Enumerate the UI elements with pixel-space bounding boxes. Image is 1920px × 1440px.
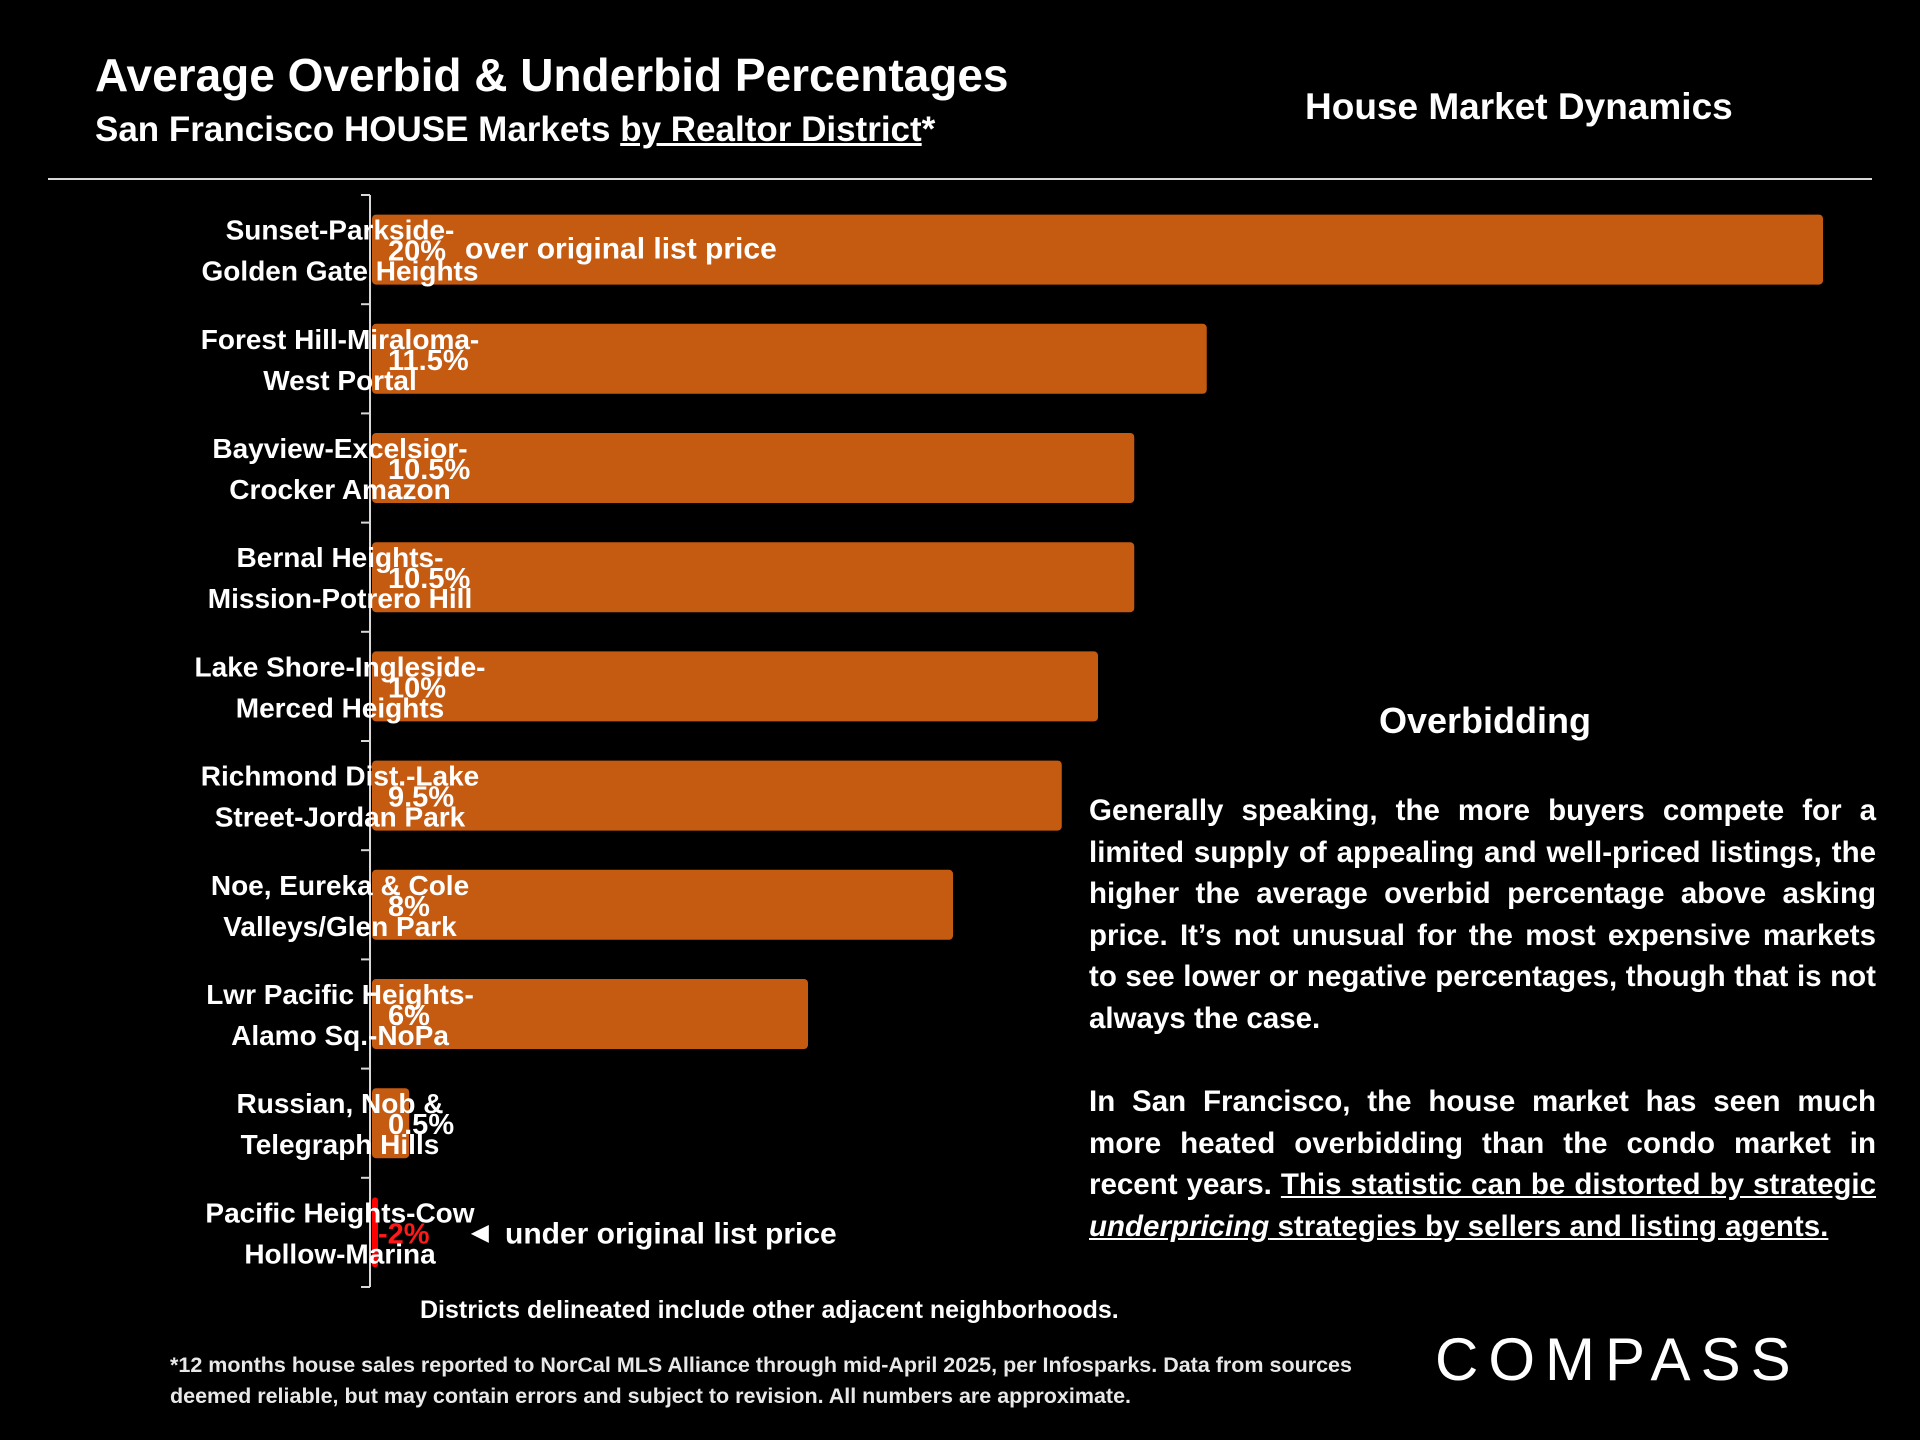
category-label: Alamo Sq.-NoPa: [231, 1020, 449, 1051]
bar: [372, 1088, 410, 1159]
data-label: 11.5%: [388, 345, 469, 377]
subtitle-suffix: *: [921, 110, 936, 149]
category-label: Golden Gate Heights: [202, 256, 479, 287]
panel-underlined-part-2: strategies by sellers and listing agents…: [1269, 1209, 1829, 1243]
data-label: 10.5%: [388, 454, 470, 486]
panel-text: Generally speaking, the more buyers comp…: [1089, 790, 1876, 1289]
bar: [372, 979, 808, 1049]
category-label: Bayview-Excelsior-: [212, 433, 467, 464]
data-label: 9.5%: [388, 782, 454, 814]
category-label: Lwr Pacific Heights-: [206, 979, 474, 1010]
category-label: Forest Hill-Miraloma-: [201, 324, 479, 355]
section-heading: House Market Dynamics: [1305, 86, 1733, 127]
panel-paragraph-2-underlined: This statistic can be distorted by strat…: [1089, 1168, 1876, 1243]
panel-paragraph-2: In San Francisco, the house market has s…: [1089, 1081, 1876, 1247]
compass-logo: COMPASS: [1435, 1326, 1801, 1393]
category-label: Sunset-Parkside-: [226, 215, 455, 246]
data-label: 20%: [388, 236, 446, 268]
panel-paragraph-2-plain: In San Francisco, the house market has s…: [1089, 1085, 1876, 1201]
category-label: Richmond Dist.-Lake: [201, 761, 479, 792]
bar: [372, 433, 1135, 503]
category-label: Noe, Eureka & Cole: [211, 870, 469, 901]
category-label: Pacific Heights-Cow: [205, 1197, 474, 1228]
districts-note: Districts delineated include other adjac…: [420, 1296, 1119, 1324]
footnote: *12 months house sales reported to NorCa…: [170, 1353, 1352, 1408]
bar-negative: [372, 1197, 378, 1268]
panel-paragraph-1: Generally speaking, the more buyers comp…: [1089, 794, 1876, 1035]
data-label: 8%: [388, 891, 430, 923]
header-divider: [48, 178, 1872, 180]
arrow-left-icon: ◄: [465, 1216, 495, 1249]
panel-underlined-italic: underpricing: [1089, 1209, 1270, 1243]
data-label: 10.5%: [388, 563, 470, 595]
annotation-over: over original list price: [465, 233, 777, 266]
bar: [372, 760, 1062, 831]
category-label: Lake Shore-Ingleside-: [195, 651, 486, 682]
category-label: Valleys/Glen Park: [223, 911, 457, 942]
data-label: 10%: [388, 672, 446, 704]
data-label: 0.5%: [388, 1109, 454, 1141]
category-label: Russian, Nob &: [237, 1088, 444, 1119]
category-label: Bernal Heights-: [237, 542, 444, 573]
subtitle-prefix: San Francisco HOUSE Markets: [95, 110, 621, 149]
bar: [372, 651, 1098, 722]
data-label: 6%: [388, 1000, 430, 1032]
category-label: Mission-Potrero Hill: [208, 583, 472, 614]
category-label: Crocker Amazon: [229, 474, 450, 505]
category-label: Street-Jordan Park: [215, 802, 466, 833]
category-label: Telegraph Hills: [241, 1129, 440, 1160]
bar: [372, 542, 1135, 613]
bar: [372, 323, 1207, 394]
bar: [372, 214, 1823, 285]
annotation-under: under original list price: [505, 1217, 837, 1250]
chart-title: Average Overbid & Underbid Percentages: [95, 49, 1009, 101]
category-label: West Portal: [263, 365, 417, 396]
category-label: Hollow-Marina: [244, 1238, 436, 1269]
bar: [372, 869, 953, 940]
chart-subtitle: San Francisco HOUSE Markets by Realtor D…: [95, 110, 935, 150]
panel-underlined-part-1: This statistic can be distorted by strat…: [1280, 1168, 1876, 1201]
panel-title: Overbidding: [1378, 700, 1591, 741]
category-label: Merced Heights: [236, 692, 445, 723]
subtitle-underlined: by Realtor District: [620, 110, 922, 149]
data-label: -2%: [378, 1218, 430, 1250]
